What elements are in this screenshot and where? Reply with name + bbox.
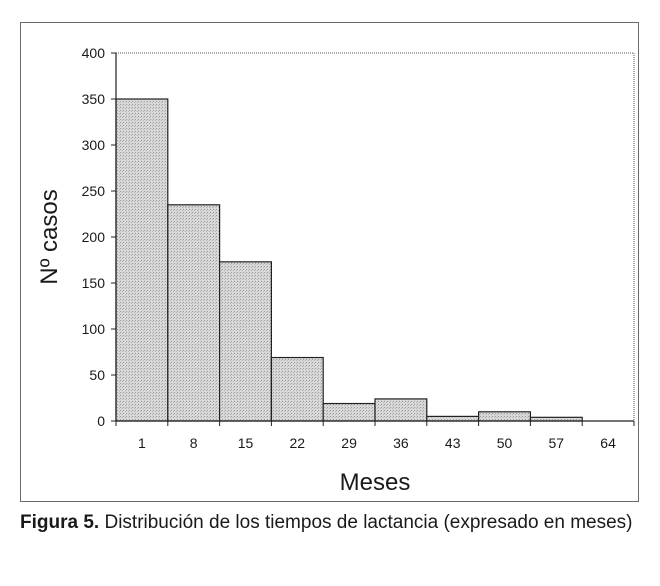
caption-text: Distribución de los tiempos de lactancia… [99,512,633,533]
bar-15 [219,261,273,422]
bar-50 [478,411,532,422]
bar-8 [167,204,221,422]
x-tick-label-1: 1 [138,435,146,451]
histogram-chart: 0 50 100 150 200 250 300 350 400 1 8 15 22 29 36 43 50 5… [36,45,635,496]
y-tick-label-300: 300 [82,137,106,153]
x-tick-label-64: 64 [600,435,616,451]
y-axis-label: Nº casos [36,189,63,284]
figure-caption: Figura 5. Distribución de los tiempos de… [20,510,645,535]
x-tick-label-22: 22 [290,435,306,451]
y-ticks-layer: 0 50 100 150 200 250 300 350 400 [82,45,116,429]
x-tick-label-57: 57 [549,435,565,451]
x-tick-label-43: 43 [445,435,461,451]
y-tick-label-100: 100 [82,321,106,337]
y-tick-label-400: 400 [82,45,106,61]
bars-layer [115,98,583,422]
y-tick-label-350: 350 [82,91,106,107]
y-tick-label-50: 50 [89,367,105,383]
x-tick-label-15: 15 [238,435,254,451]
x-tick-label-36: 36 [393,435,409,451]
bar-43 [426,415,480,422]
bar-36 [374,398,428,422]
x-axis-label: Meses [340,469,411,496]
x-tick-label-50: 50 [497,435,513,451]
x-ticks-layer: 1 8 15 22 29 36 43 50 57 64 [115,421,635,451]
x-tick-label-8: 8 [190,435,198,451]
y-tick-label-200: 200 [82,229,106,245]
chart-frame: 0 50 100 150 200 250 300 350 400 1 8 15 22 29 36 43 50 5… [20,22,639,502]
y-tick-label-150: 150 [82,275,106,291]
bar-22 [270,356,324,422]
y-tick-label-250: 250 [82,183,106,199]
x-tick-label-29: 29 [341,435,357,451]
bar-1 [115,98,169,422]
y-tick-label-0: 0 [97,413,105,429]
bar-29 [322,402,376,422]
caption-label: Figura 5. [20,512,100,533]
